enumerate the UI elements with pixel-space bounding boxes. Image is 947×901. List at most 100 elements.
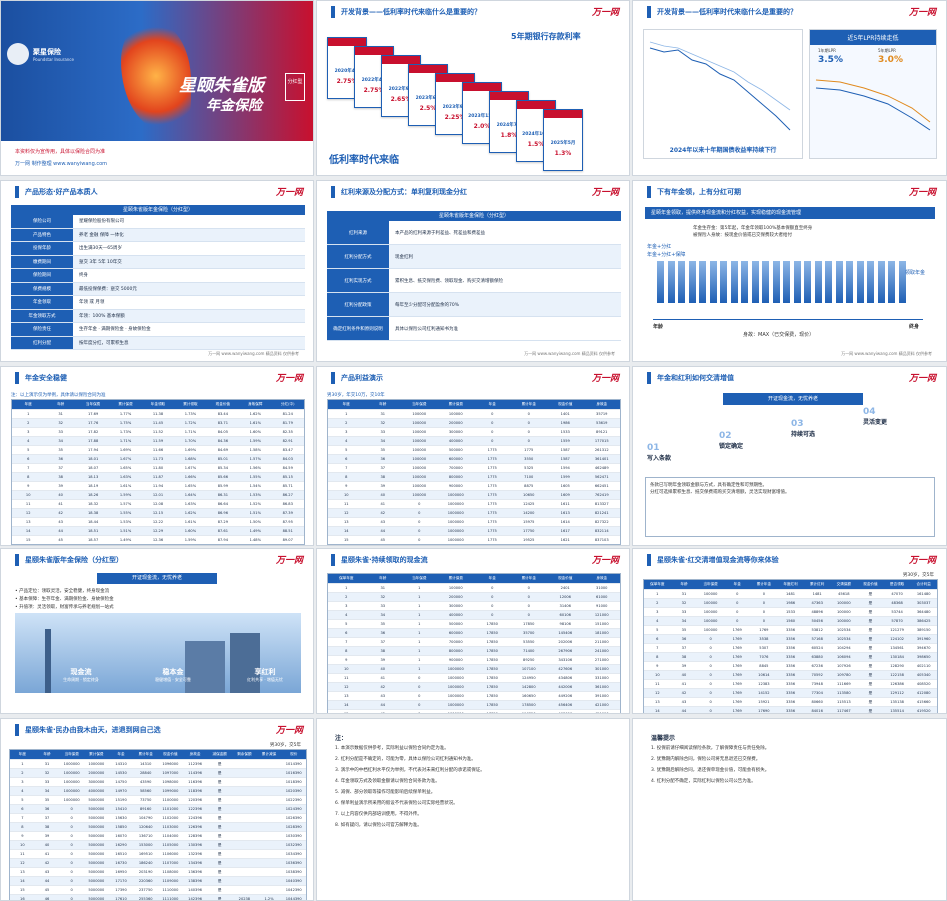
table-cell: 41: [380, 676, 386, 680]
table-cell: 11.66: [152, 448, 164, 452]
annuity-bar: [804, 261, 811, 303]
wanyiwang-logo: 万一网: [908, 188, 936, 198]
table-cell: 1: [418, 595, 421, 599]
slide-7-table[interactable]: 年金安全稳健 万一网 注：以上演示仅为举例，具体请以保险合同为准 年度 年龄 当年保…: [0, 366, 314, 546]
rate-card-date: 2024年10月: [522, 132, 550, 137]
annuity-bar: [867, 261, 874, 303]
slide-14-notes[interactable]: 注： 1. 本演示数据仅供参考，实际利益以保险合同约定为准。 2. 红利分配是不确…: [316, 718, 630, 901]
slide-8-table[interactable]: 产品利益演示 万一网 男30岁，年交10万，交10年 年度 年龄 当年保费 累计保费年…: [316, 366, 630, 546]
table-cell: [257, 832, 282, 840]
table-header-cell: 年度红利: [783, 582, 798, 586]
slide-12-reinvest[interactable]: 星颐朱雀·红交清增值现金流等你来体验 万一网 男30岁，交5年 保单年度 年龄 当年…: [632, 548, 947, 714]
cover-subtitle: 万一网 制作整理 www.wanyiwang.com: [15, 161, 108, 167]
value-label-sub: 红利共享 · 增值无忧: [247, 677, 283, 682]
table-cell: 120640: [138, 825, 153, 829]
table-row: 10 40 100000 1000000 1775 10650 1609 762419: [328, 490, 620, 499]
table-header-cell: 年度: [342, 402, 350, 406]
table-cell: 87.29: [217, 520, 228, 524]
table-cell: 8: [21, 825, 24, 829]
table-cell: 12425: [523, 502, 535, 506]
table-cell: 83.44: [217, 412, 228, 416]
table-cell: 303037: [916, 601, 931, 605]
table-header-row: 年度 年龄 当年保费 累计保费 年金 累计年金 现金价值 身故金: [328, 400, 620, 409]
table-cell: 177015: [594, 439, 609, 443]
table-cell: 301000: [594, 667, 609, 671]
table-cell: 1103000: [162, 825, 179, 829]
table-row: 13 43 18.44 1.53% 12.22 1.61% 87.29 1.50% 87.95: [12, 517, 304, 526]
table-cell: 3356: [785, 673, 796, 677]
table-cell: 39: [380, 658, 386, 662]
table-header-cell: 年金领取: [150, 402, 166, 406]
table-cell: 1.59%: [184, 538, 197, 542]
table-cell: 85.34: [217, 466, 228, 470]
kv-row: 保险责任 生存年金 · 满期保险金 · 身故保险金: [11, 323, 305, 337]
slide-9-steps[interactable]: 年金和红利如何交清增值 万一网 开证现金流，无忧养老 01 写入条款 02 锁定确定 0…: [632, 366, 947, 546]
kv-row: 红利来源 本产品的红利来源于利差益、死差益和费差益: [327, 221, 621, 245]
cashflow-table: 保单年度 年龄 当年保费 累计保费 年金 累计年金 现金价值 身故金 1 31 1 100000 0 0 2…: [327, 573, 621, 713]
table-cell: 1034390: [285, 852, 302, 856]
slide-11-cashflow[interactable]: 星颐朱雀·持续领取的现金流 万一网 保单年度 年龄 当年保费 累计保费 年金 累计年金 现金…: [316, 548, 630, 714]
slide-1-cover[interactable]: 聚星保险 Poundstar Insurance 星颐朱雀版 年金保险 分红型 …: [0, 0, 314, 176]
table-cell: 42: [44, 861, 50, 865]
table-cell: 1107000: [162, 861, 179, 865]
table-cell: 100000: [703, 619, 718, 623]
table-cell: 37: [44, 816, 50, 820]
table-cell: 0: [418, 694, 421, 698]
table-header-cell: 当年保费: [412, 576, 427, 580]
timeline-axis: [653, 319, 923, 320]
table-cell: 17850: [486, 703, 498, 707]
table-cell: 211000: [594, 640, 609, 644]
table-row: 4 34 100000 0 0 1560 50456 100000 是 57870 386425: [644, 616, 937, 625]
table-cell: 73750: [139, 798, 152, 802]
table-cell: [232, 787, 257, 795]
table-cell: 11.52: [152, 430, 164, 434]
table-cell: 1481: [812, 592, 822, 596]
table-cell: 5000000: [88, 861, 105, 865]
table-cell: 136396: [188, 870, 202, 874]
table-cell: 5000000: [88, 807, 105, 811]
note-line: 5. 减保、部分领取等操作可能影响后续保单利益。: [335, 790, 436, 795]
table-cell: 0: [418, 511, 421, 515]
table-cell: 84.03: [282, 457, 293, 461]
table-row: 8 38 0 1769 7076 3356 63880 106094 是 130184 398650: [644, 652, 937, 661]
table-row: 14 44 0 5000000 17170 220360 1109000 138396 是 104…: [10, 876, 306, 885]
table-cell: 是: [217, 807, 222, 811]
table-cell: 1000000: [63, 771, 80, 775]
table-cell: 31000: [596, 586, 608, 590]
kv-row: 红利分配方式 现金红利: [327, 245, 621, 269]
table-row: 13 43 0 1000000 17850 160650 449206 391000: [328, 691, 620, 700]
slide-5-dividend[interactable]: 红利来源及分配方式：单利复利现金分红 万一网 星颐朱雀版年金保险（分红型） 红利…: [316, 180, 630, 362]
table-cell: 421000: [594, 703, 609, 707]
table-cell: 3: [345, 604, 348, 608]
slide-6-annuity[interactable]: 下有年金领，上有分红可期 万一网 星颐年金领取，提供终身现金流和分红权益，实现稳…: [632, 180, 947, 362]
table-header-cell: 年度: [18, 752, 26, 756]
table-row: 11 41 0 1000000 17850 124950 434806 331000: [328, 673, 620, 682]
table-header-cell: 年龄: [680, 582, 688, 586]
slide-15-tips[interactable]: 温馨提示 1. 投保前请仔细阅读保险条款，了解保障责任与责任免除。 2. 犹豫期内…: [632, 718, 947, 901]
rate-card-header: [409, 65, 447, 73]
slide-2-background[interactable]: 开发背景——低利率时代来临什么是重要的？ 万一网 5年期银行存款利率 2020年…: [316, 0, 630, 176]
table-cell: 106094: [836, 655, 851, 659]
table-cell: 1: [418, 631, 421, 635]
caption: 男30岁，交5年: [269, 743, 301, 748]
explain-1: 条款已写明年金领取金额与方式，具有确定性和可预期性。: [650, 483, 767, 488]
brand-name: 聚星保险: [33, 48, 61, 56]
table-cell: 415660: [916, 700, 931, 704]
slide-4-product[interactable]: 产品形态·好产品本质人 万一网 星颐朱雀版年金保险（分红型） 保险公司 星耀保险股…: [0, 180, 314, 362]
table-cell: 5000000: [88, 843, 105, 847]
table-cell: 12.08: [152, 502, 164, 506]
slide-3-background[interactable]: 开发背景——低利率时代来临什么是重要的？ 万一网 2024年以来十年期国债收益率…: [632, 0, 947, 176]
table-cell: 45: [380, 538, 386, 542]
slide-13-withdraw[interactable]: 星颐朱雀·民办由我木由天，进退到网自己选 万一网 男30岁，交5年 年度 年龄 当年…: [0, 718, 314, 901]
kv-row: 缴费期间 趸交 3年 5年 10年交: [11, 255, 305, 269]
table-cell: 1.53%: [249, 493, 261, 497]
table-row: 1 31 100000 0 0 1481 1481 45618 是 47070 161480: [644, 589, 937, 598]
table-header-cell: 年龄: [379, 402, 387, 406]
table-cell: 15190: [115, 798, 127, 802]
slide-10-overview[interactable]: 星颐朱雀版年金保险（分红型） 万一网 开证现金流，无忧养老 • 产品定位：领取灵…: [0, 548, 314, 714]
table-cell: 86.31: [217, 493, 228, 497]
table-cell: 0: [70, 825, 73, 829]
table-cell: 10614: [758, 673, 770, 677]
table-header-cell: 年龄: [379, 576, 387, 580]
table-cell: 58560: [139, 789, 152, 793]
